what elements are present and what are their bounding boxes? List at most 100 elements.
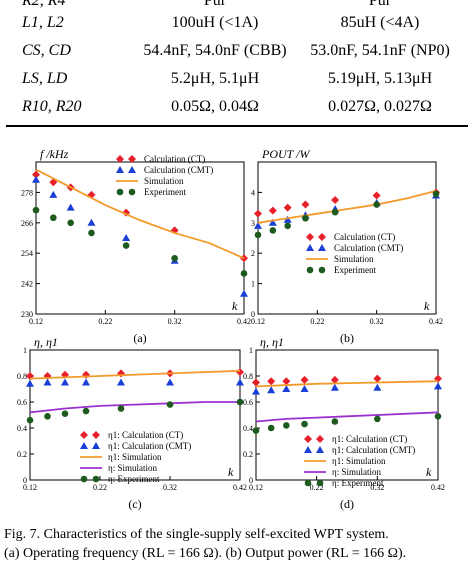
data-point xyxy=(82,370,90,379)
x-tick-label: 0.22 xyxy=(93,483,107,492)
x-tick-label: 0.22 xyxy=(98,317,112,326)
legend-swatch xyxy=(316,435,324,443)
table-row-label: R10, R20 xyxy=(22,98,82,115)
legend-swatch xyxy=(306,266,314,274)
legend-swatch xyxy=(318,244,326,251)
data-point xyxy=(267,377,276,386)
data-point xyxy=(61,378,69,386)
legend-label: η: Simulation xyxy=(332,467,381,477)
y-tick-label: 0.6 xyxy=(17,398,27,407)
legend-label: η: Experiment xyxy=(332,478,384,488)
table-cell: 0.027Ω, 0.027Ω xyxy=(328,98,432,115)
x-tick-label: 0.32 xyxy=(168,317,182,326)
y-axis-label: η, η1 xyxy=(34,335,58,349)
table-row-label: LS, LD xyxy=(22,70,68,87)
x-tick-label: 0.32 xyxy=(163,483,177,492)
data-point xyxy=(432,190,440,198)
table-cell: Pur xyxy=(368,0,392,9)
data-point xyxy=(268,206,277,215)
y-axis-label: η, η1 xyxy=(260,335,284,349)
data-point xyxy=(32,175,40,183)
y-tick-label: 0.4 xyxy=(243,424,253,433)
data-point xyxy=(32,206,40,214)
y-tick-label: 1 xyxy=(249,346,253,355)
table-bottom-rule xyxy=(6,125,468,127)
data-point xyxy=(434,382,442,390)
data-point xyxy=(282,385,291,392)
x-tick-label: 0.32 xyxy=(370,317,384,326)
y-tick-label: 0 xyxy=(23,476,27,485)
data-point xyxy=(330,375,339,384)
data-point xyxy=(252,427,260,434)
legend-swatch xyxy=(116,166,124,173)
y-tick-label: 1 xyxy=(23,346,27,355)
x-tick-label: 0.22 xyxy=(310,317,324,326)
y-tick-label: 0.2 xyxy=(243,450,253,459)
x-tick-label: 0.32 xyxy=(370,483,384,492)
x-tick-label: 0.42 xyxy=(233,483,247,492)
y-tick-label: 0.8 xyxy=(243,372,253,381)
figure-caption: Fig. 7. Characteristics of the single-su… xyxy=(4,525,470,563)
x-tick-label: 0.12 xyxy=(29,317,43,326)
legend-label: Calculation (CT) xyxy=(144,154,205,164)
data-point xyxy=(331,418,339,425)
data-point xyxy=(330,383,339,391)
data-point xyxy=(302,214,309,222)
data-point xyxy=(252,378,260,387)
data-point xyxy=(252,387,260,395)
series-line xyxy=(29,369,241,380)
data-point xyxy=(300,385,309,392)
series-line xyxy=(255,380,439,388)
table-row: R10, R20 0.05Ω, 0.04Ω 0.027Ω, 0.027Ω xyxy=(0,94,474,120)
y-tick-label: 254 xyxy=(21,249,33,258)
legend-label: Calculation (CMT) xyxy=(144,165,213,175)
legend-label: η1: Calculation (CT) xyxy=(332,434,407,444)
data-point xyxy=(373,374,382,383)
legend-label: Experiment xyxy=(144,187,186,197)
y-tick-label: 266 xyxy=(21,219,33,228)
panel-label: (d) xyxy=(340,497,354,511)
series-line xyxy=(255,411,439,423)
legend-swatch xyxy=(80,431,88,439)
legend-swatch xyxy=(80,475,88,483)
table-row: CS, CD 54.4nF, 54.0nF (CBB) 53.0nF, 54.1… xyxy=(0,38,474,64)
data-point xyxy=(166,378,174,386)
data-point xyxy=(301,200,310,209)
x-tick-label: 0.42 xyxy=(237,317,251,326)
legend-swatch xyxy=(80,442,88,449)
plot-frame xyxy=(35,161,245,315)
legend-swatch xyxy=(92,442,100,449)
data-point xyxy=(32,170,40,179)
legend-label: Calculation (CMT) xyxy=(334,243,403,253)
data-point xyxy=(166,401,174,408)
legend-swatch xyxy=(128,155,136,163)
data-point xyxy=(50,214,57,222)
data-point xyxy=(117,405,125,412)
table-cell: 5.19μH, 5.13μH xyxy=(327,70,433,87)
legend-label: η: Experiment xyxy=(108,474,160,484)
data-point xyxy=(301,420,308,428)
legend-swatch xyxy=(116,188,124,196)
panel-label: (c) xyxy=(128,497,141,511)
data-point xyxy=(331,196,340,204)
y-axis-label: f /kHz xyxy=(40,147,69,161)
data-point xyxy=(373,383,382,391)
data-point xyxy=(373,201,380,208)
data-point xyxy=(282,377,291,386)
panel-label: (a) xyxy=(133,331,146,345)
x-tick-label: 0.42 xyxy=(431,483,445,492)
legend-swatch xyxy=(316,479,324,487)
table-row: LS, LD 5.2μH, 5.1μH 5.19μH, 5.13μH xyxy=(0,66,474,92)
legend-swatch xyxy=(318,266,326,274)
legend-label: Simulation xyxy=(334,254,374,264)
data-point xyxy=(61,410,69,418)
x-axis-label: k xyxy=(426,465,432,479)
y-tick-label: 0 xyxy=(249,476,253,485)
data-point xyxy=(236,398,244,406)
data-point xyxy=(171,254,178,262)
legend-label: η1: Simulation xyxy=(332,456,386,466)
x-axis-label: k xyxy=(424,299,430,313)
y-tick-label: 0.4 xyxy=(17,424,27,433)
data-point xyxy=(372,191,381,200)
data-point xyxy=(61,370,69,379)
